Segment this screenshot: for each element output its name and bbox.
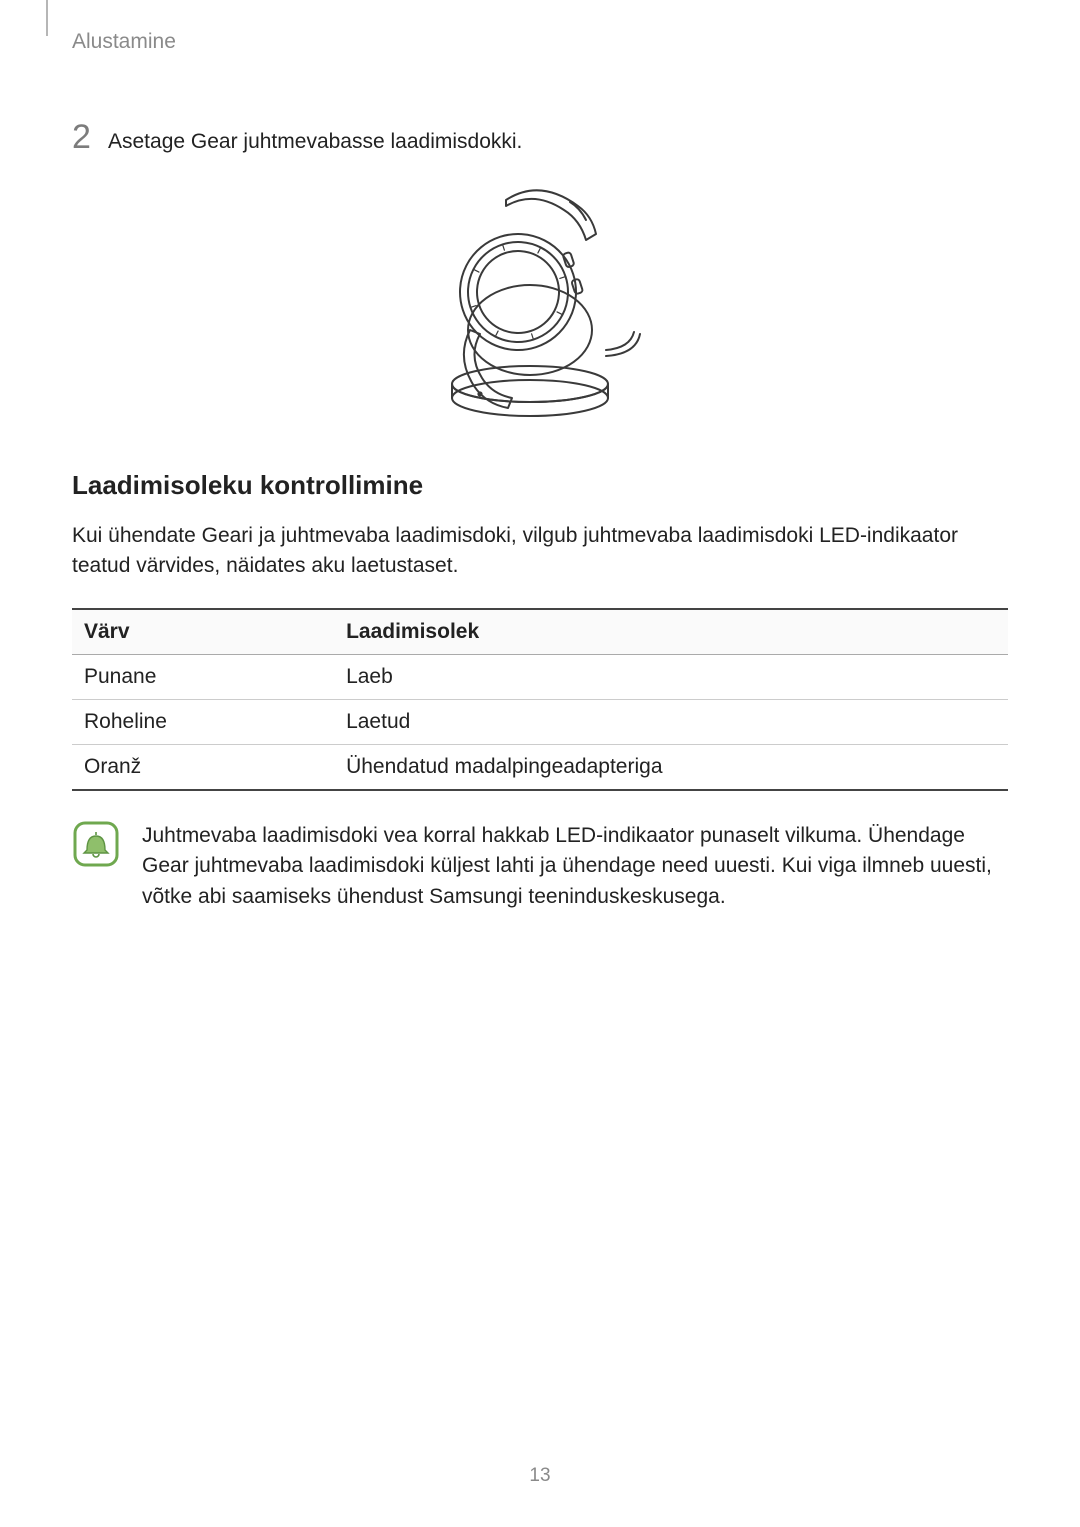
- table-cell-color: Roheline: [72, 699, 334, 744]
- step-text: Asetage Gear juhtmevabasse laadimisdokki…: [108, 130, 522, 154]
- table-row: Oranž Ühendatud madalpingeadapteriga: [72, 744, 1008, 790]
- table-header-status: Laadimisolek: [334, 609, 1008, 655]
- intro-paragraph: Kui ühendate Geari ja juhtmevaba laadimi…: [72, 521, 1008, 582]
- table-header-row: Värv Laadimisolek: [72, 609, 1008, 655]
- table-cell-color: Punane: [72, 654, 334, 699]
- table-row: Roheline Laetud: [72, 699, 1008, 744]
- table-cell-status: Laeb: [334, 654, 1008, 699]
- subheading: Laadimisoleku kontrollimine: [72, 470, 1008, 501]
- bell-icon: [73, 821, 119, 867]
- table-cell-status: Laetud: [334, 699, 1008, 744]
- section-header-text: Alustamine: [72, 30, 1008, 54]
- note-block: Juhtmevaba laadimisdoki vea korral hakka…: [72, 821, 1008, 912]
- note-icon-wrap: [72, 821, 120, 867]
- page-number: 13: [0, 1465, 1080, 1487]
- table-cell-status: Ühendatud madalpingeadapteriga: [334, 744, 1008, 790]
- watch-dock-illustration: [410, 180, 670, 430]
- illustration-container: [72, 180, 1008, 430]
- page-content: Alustamine 2 Asetage Gear juhtmevabasse …: [0, 0, 1080, 912]
- step-row: 2 Asetage Gear juhtmevabasse laadimisdok…: [72, 120, 1008, 154]
- header-tick-mark: [46, 0, 48, 36]
- note-text: Juhtmevaba laadimisdoki vea korral hakka…: [142, 821, 1008, 912]
- status-table: Värv Laadimisolek Punane Laeb Roheline L…: [72, 608, 1008, 791]
- table-header-color: Värv: [72, 609, 334, 655]
- table-row: Punane Laeb: [72, 654, 1008, 699]
- step-number: 2: [72, 120, 94, 154]
- page-header: Alustamine: [72, 30, 1008, 70]
- table-cell-color: Oranž: [72, 744, 334, 790]
